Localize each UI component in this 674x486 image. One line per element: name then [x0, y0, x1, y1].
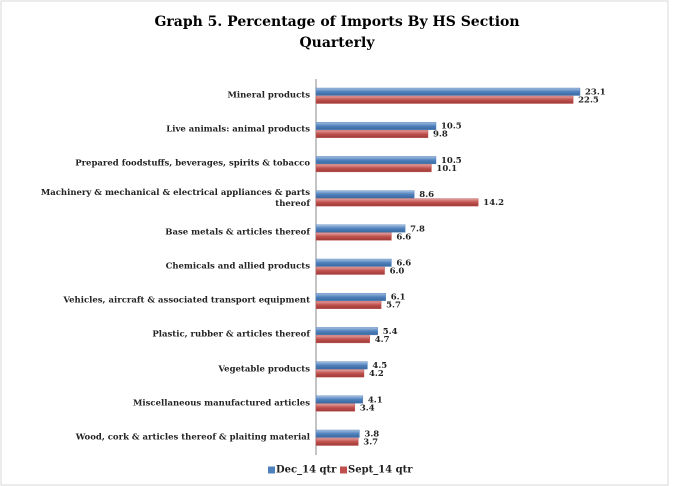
bar [315, 429, 360, 438]
legend-label: Sept_14 qtr [348, 465, 413, 476]
value-label: 3.7 [363, 438, 378, 448]
value-label: 3.4 [360, 403, 375, 413]
value-label: 5.7 [386, 301, 401, 311]
bar [315, 258, 392, 267]
value-label: 22.5 [578, 96, 599, 106]
value-label: 9.8 [433, 130, 448, 140]
category-label: Base metals & articles thereof [165, 227, 310, 238]
bar [315, 224, 406, 233]
bar [315, 293, 386, 301]
bar [315, 198, 479, 207]
value-label: 3.8 [364, 430, 379, 440]
category-label: Plastic, rubber & articles thereof [152, 329, 310, 340]
category-label: Mineral products [227, 90, 310, 101]
category-label: Vegetable products [218, 364, 310, 375]
legend-label: Dec_14 qtr [276, 465, 337, 476]
value-label: 4.1 [368, 395, 383, 405]
value-label: 23.1 [585, 88, 606, 98]
value-label: 6.1 [391, 293, 406, 303]
category-label: Vehicles, aircraft & associated transpor… [63, 295, 310, 306]
value-label: 6.6 [396, 259, 411, 269]
value-label: 4.5 [372, 361, 387, 371]
category-label: Prepared foodstuffs, beverages, spirits … [75, 158, 310, 169]
value-label: 10.5 [441, 156, 462, 166]
legend-swatch [268, 466, 275, 474]
value-label: 6.0 [390, 267, 405, 277]
value-label: 8.6 [419, 190, 434, 200]
bar [315, 369, 365, 378]
bar [315, 335, 370, 344]
bar [315, 190, 415, 199]
bar [315, 95, 574, 104]
value-label: 7.8 [410, 224, 425, 234]
value-label: 4.7 [375, 335, 390, 345]
bar [315, 87, 581, 96]
bar [315, 437, 359, 446]
value-label: 14.2 [483, 198, 504, 208]
bar [315, 301, 382, 309]
value-label: 4.2 [369, 369, 384, 379]
value-label: 6.6 [396, 232, 411, 242]
value-label: 10.5 [441, 122, 462, 132]
chart-subtitle: Quarterly [299, 35, 375, 51]
bar [315, 121, 437, 130]
bar [315, 156, 437, 165]
bar [315, 164, 432, 173]
value-label: 10.1 [436, 164, 457, 174]
chart-title: Graph 5. Percentage of Imports By HS Sec… [154, 14, 519, 30]
bar [315, 403, 356, 412]
category-label: Wood, cork & articles thereof & plaiting… [75, 432, 310, 443]
bar [315, 327, 378, 336]
bar [315, 129, 429, 138]
category-label: Machinery & mechanical & electrical appl… [40, 187, 310, 209]
bar [315, 395, 364, 404]
category-label: Miscellaneous manufactured articles [133, 398, 310, 409]
category-label: Live animals: animal products [166, 124, 310, 135]
legend-swatch [340, 466, 347, 474]
category-label: Chemicals and allied products [165, 261, 310, 272]
bar [315, 266, 385, 275]
bar [315, 232, 392, 241]
value-label: 5.4 [383, 327, 398, 337]
bar [315, 361, 368, 370]
